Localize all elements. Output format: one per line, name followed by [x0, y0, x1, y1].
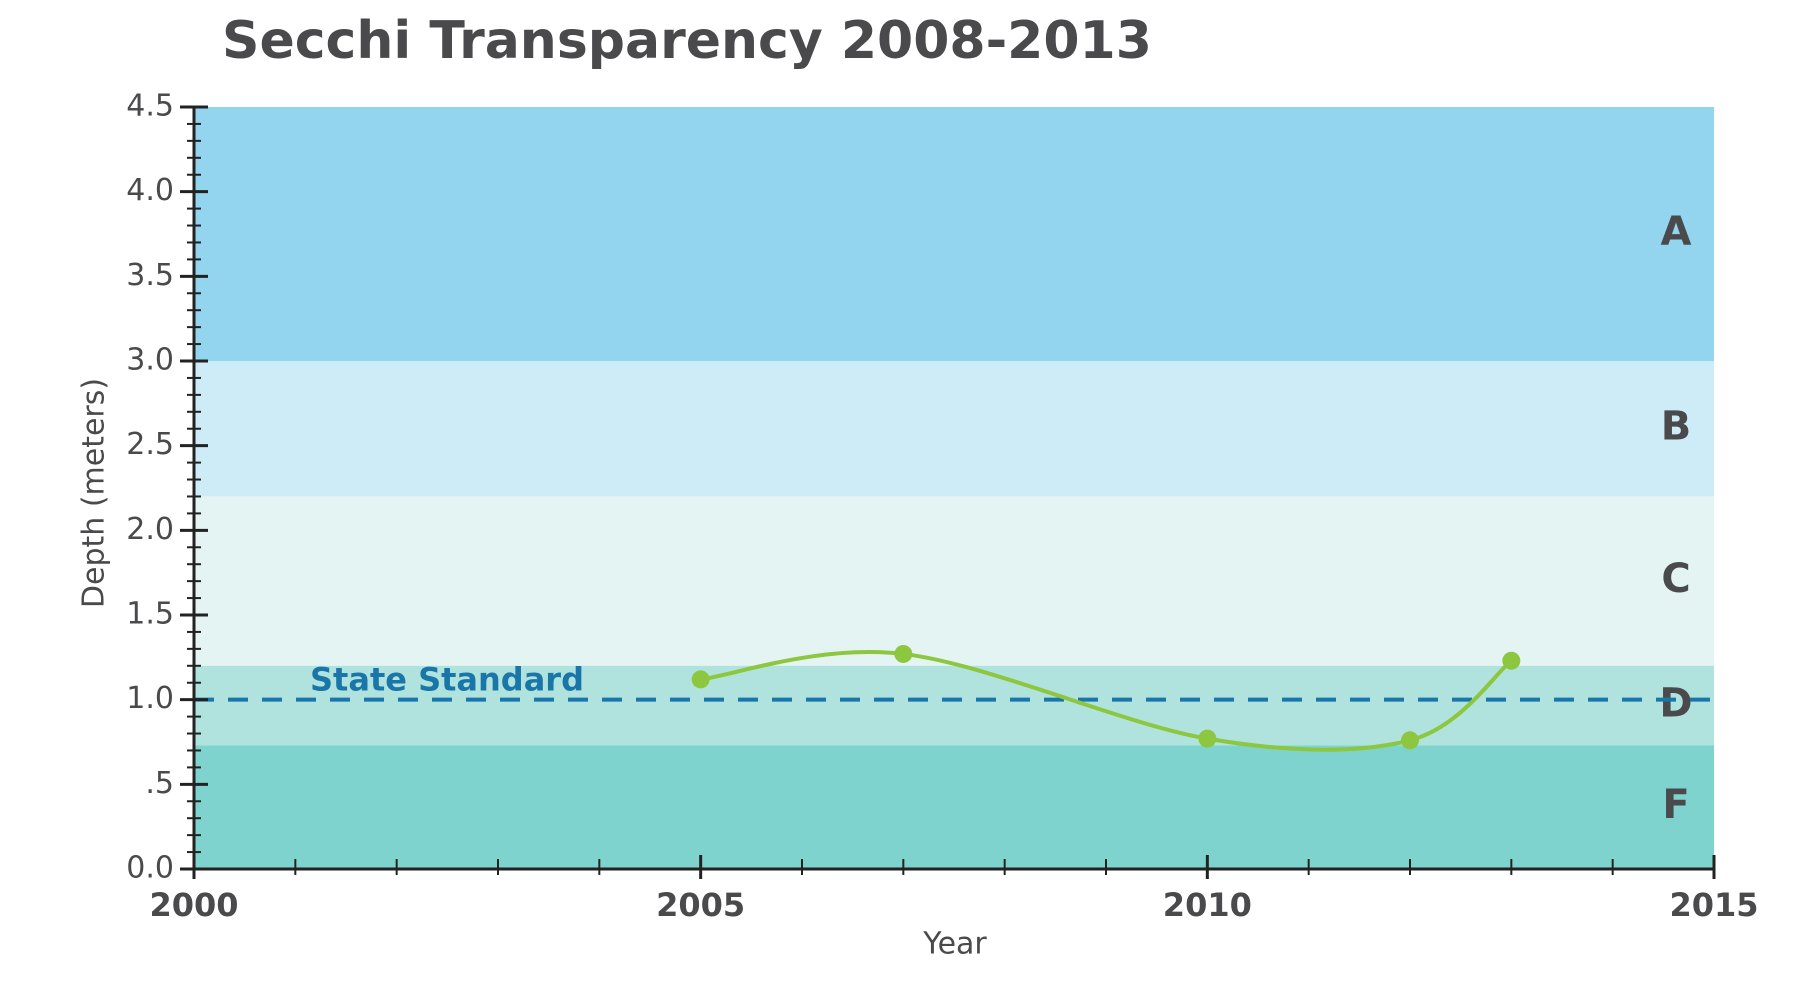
y-tick-label: 2.0 — [126, 512, 174, 547]
grade-band — [194, 745, 1714, 869]
data-point — [1502, 651, 1521, 670]
band-label: C — [1661, 556, 1690, 602]
y-tick-label: 1.5 — [126, 597, 174, 632]
x-axis-label: Year — [922, 927, 987, 962]
band-label: F — [1662, 782, 1689, 828]
reference-label: State Standard — [310, 661, 584, 699]
y-tick-label: 1.0 — [126, 681, 174, 716]
y-tick-label: 3.5 — [126, 258, 174, 293]
x-tick-label: 2005 — [656, 886, 745, 924]
data-point — [1401, 731, 1419, 750]
chart-title: Secchi Transparency 2008-2013 — [222, 11, 1152, 71]
y-tick-label: .5 — [145, 766, 174, 801]
grade-band — [194, 361, 1714, 497]
data-point — [1198, 729, 1217, 748]
data-point — [691, 670, 710, 689]
grade-band — [194, 107, 1714, 361]
grade-band — [194, 665, 1714, 746]
band-label: A — [1661, 209, 1692, 255]
x-tick-label: 2015 — [1669, 886, 1758, 924]
series-line — [700, 650, 1513, 752]
band-label: D — [1659, 681, 1692, 727]
y-tick-label: 4.5 — [126, 89, 174, 124]
y-tick-label: 3.0 — [126, 343, 174, 378]
y-tick-label: 0.0 — [126, 851, 174, 886]
y-tick-label: 4.0 — [126, 173, 174, 208]
y-axis-label: Depth (meters) — [77, 378, 112, 608]
y-tick-label: 2.5 — [126, 427, 174, 462]
x-tick-label: 2010 — [1163, 886, 1252, 924]
band-label: B — [1661, 404, 1692, 450]
grade-band — [194, 496, 1714, 666]
data-point — [894, 644, 913, 663]
x-tick-label: 2000 — [149, 886, 238, 924]
